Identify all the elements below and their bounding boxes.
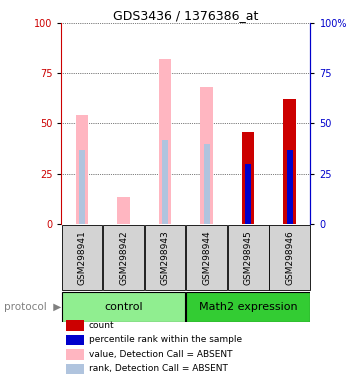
Bar (66, 349, 84, 360)
Bar (66, 335, 84, 345)
Bar (117, 197, 130, 224)
Bar (162, 139, 168, 224)
Bar (204, 144, 210, 224)
Text: GSM298941: GSM298941 (78, 230, 87, 285)
Text: GSM298945: GSM298945 (244, 230, 253, 285)
FancyBboxPatch shape (62, 291, 186, 321)
Text: control: control (104, 301, 143, 311)
Text: rank, Detection Call = ABSENT: rank, Detection Call = ABSENT (89, 364, 228, 373)
FancyBboxPatch shape (186, 225, 227, 290)
Title: GDS3436 / 1376386_at: GDS3436 / 1376386_at (113, 9, 258, 22)
Bar (287, 150, 293, 224)
Text: GSM298943: GSM298943 (161, 230, 170, 285)
Bar (79, 150, 85, 224)
Bar (283, 99, 296, 224)
FancyBboxPatch shape (228, 225, 269, 290)
Bar (242, 131, 255, 224)
Bar (66, 364, 84, 374)
Text: GSM298946: GSM298946 (285, 230, 294, 285)
Bar (66, 320, 84, 331)
FancyBboxPatch shape (62, 225, 103, 290)
Text: GSM298944: GSM298944 (202, 230, 211, 285)
Bar (200, 87, 213, 224)
Text: value, Detection Call = ABSENT: value, Detection Call = ABSENT (89, 349, 232, 359)
Text: protocol  ▶: protocol ▶ (4, 301, 61, 311)
FancyBboxPatch shape (145, 225, 186, 290)
Text: percentile rank within the sample: percentile rank within the sample (89, 335, 242, 344)
Bar (76, 116, 88, 224)
Text: Math2 expression: Math2 expression (199, 301, 297, 311)
FancyBboxPatch shape (103, 225, 144, 290)
Bar (159, 59, 171, 224)
FancyBboxPatch shape (269, 225, 310, 290)
Bar (245, 164, 251, 224)
Text: GSM298942: GSM298942 (119, 230, 128, 285)
FancyBboxPatch shape (186, 291, 310, 321)
Text: count: count (89, 321, 114, 329)
